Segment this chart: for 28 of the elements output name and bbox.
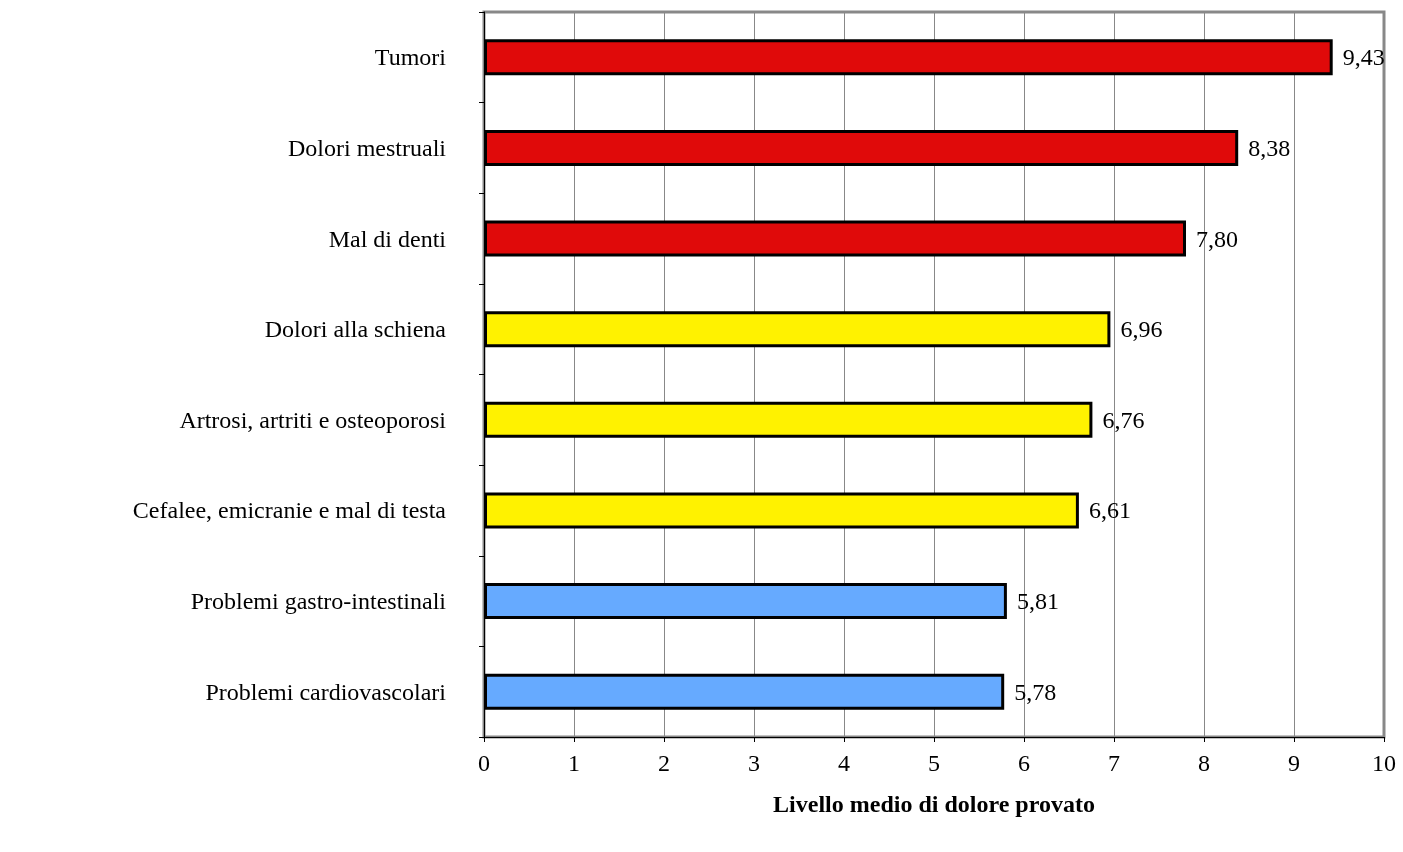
data-label: 6,76: [1102, 406, 1145, 433]
x-tick-label: 6: [1018, 750, 1030, 776]
y-tick-label: Artrosi, artriti e osteoporosi: [179, 406, 447, 433]
data-label: 5,81: [1016, 588, 1059, 615]
x-tick-label: 4: [838, 750, 850, 776]
data-label: 5,78: [1014, 678, 1057, 705]
data-label: 6,61: [1088, 497, 1131, 524]
x-tick-label: 2: [658, 750, 670, 776]
y-tick-label: Problemi cardiovascolari: [205, 678, 447, 705]
y-tick-label: Dolori mestruali: [288, 134, 447, 161]
x-tick-label: 3: [748, 750, 760, 776]
data-label: 8,38: [1248, 134, 1291, 161]
y-tick-label: Mal di denti: [328, 225, 447, 252]
y-tick-label: Dolori alla schiena: [264, 316, 447, 343]
x-tick-label: 0: [478, 750, 490, 776]
x-axis-title: Livello medio di dolore provato: [773, 791, 1095, 817]
x-tick-label: 7: [1108, 750, 1120, 776]
x-tick-label: 5: [928, 750, 940, 776]
data-label: 6,96: [1120, 316, 1163, 343]
x-tick-label: 1: [568, 750, 580, 776]
data-label: 7,80: [1196, 225, 1238, 252]
x-tick-label: 10: [1372, 750, 1396, 776]
y-tick-label: Problemi gastro-intestinali: [190, 588, 447, 615]
x-tick-label: 8: [1198, 750, 1210, 776]
x-tick-label: 9: [1288, 750, 1300, 776]
y-tick-label: Tumori: [374, 44, 447, 71]
y-tick-label: Cefalee, emicranie e mal di testa: [132, 497, 447, 524]
data-label: 9,43: [1342, 44, 1385, 71]
